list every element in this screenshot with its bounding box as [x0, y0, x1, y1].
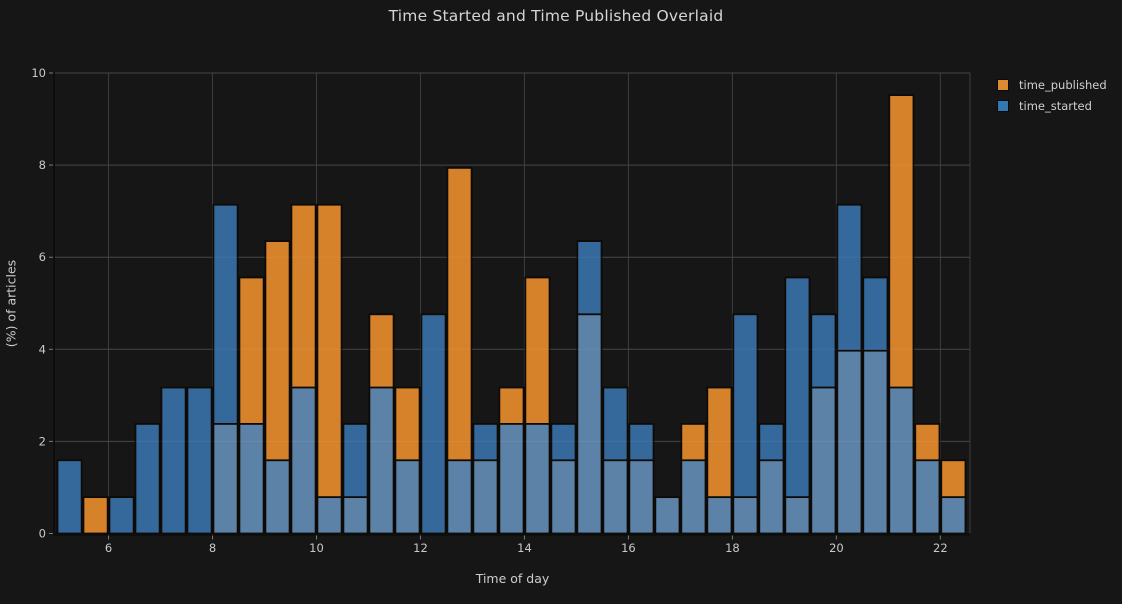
bar-overlap [810, 386, 837, 535]
legend-item-time-started: time_started [997, 99, 1107, 113]
bar-overlap [706, 496, 733, 535]
y-axis-label: (%) of articles [3, 259, 19, 348]
bar-time-started [134, 423, 161, 535]
bar-overlap [576, 313, 603, 535]
bar-time-started [108, 496, 135, 535]
bar-time-started [420, 313, 447, 535]
bar-time-started [186, 386, 213, 535]
chart-title: Time Started and Time Published Overlaid [388, 7, 724, 25]
bar-overlap [758, 459, 785, 535]
bar-overlap [394, 459, 421, 535]
y-tick-label: 6 [39, 250, 46, 264]
bar-overlap [316, 496, 343, 535]
bar-overlap [914, 459, 941, 535]
bar-overlap [368, 386, 395, 535]
bar-overlap [550, 459, 577, 535]
x-tick-label: 10 [309, 541, 324, 555]
bar-time-published [316, 203, 343, 535]
bar-overlap [888, 386, 915, 535]
x-tick-label: 22 [933, 541, 948, 555]
x-tick-label: 12 [413, 541, 428, 555]
bar-time-started [784, 276, 811, 535]
bar-overlap [602, 459, 629, 535]
y-tick-label: 10 [31, 66, 46, 80]
bar-overlap [212, 423, 239, 535]
bar-overlap [446, 459, 473, 535]
x-tick-label: 18 [725, 541, 740, 555]
bar-time-started [56, 459, 83, 535]
y-tick-label: 4 [39, 342, 46, 356]
x-tick-label: 20 [829, 541, 844, 555]
x-tick-label: 14 [517, 541, 532, 555]
bar-overlap [836, 349, 863, 535]
legend: time_published time_started [997, 78, 1107, 113]
bar-overlap [264, 459, 291, 535]
bar-overlap [290, 386, 317, 535]
legend-label-started: time_started [1019, 99, 1092, 113]
bar-overlap [680, 459, 707, 535]
x-tick-label: 8 [209, 541, 216, 555]
y-tick-label: 2 [39, 434, 46, 448]
legend-item-time-published: time_published [997, 78, 1107, 92]
x-tick-label: 16 [621, 541, 636, 555]
x-axis-label: Time of day [475, 571, 550, 586]
bar-overlap [472, 459, 499, 535]
bar-overlap [732, 496, 759, 535]
bar-overlap [654, 496, 681, 535]
bar-overlap [940, 496, 967, 535]
bar-time-published [82, 496, 109, 535]
legend-label-published: time_published [1019, 78, 1107, 92]
bar-overlap [862, 349, 889, 535]
legend-swatch-started [997, 100, 1009, 112]
y-tick-label: 0 [39, 527, 46, 541]
bar-overlap [498, 423, 525, 535]
bar-overlap [628, 459, 655, 535]
bar-overlap [784, 496, 811, 535]
legend-swatch-published [997, 79, 1009, 91]
bar-overlap [238, 423, 265, 535]
y-tick-label: 8 [39, 158, 46, 172]
x-tick-label: 6 [105, 541, 112, 555]
bar-overlap [342, 496, 369, 535]
bar-overlap [524, 423, 551, 535]
bar-time-started [160, 386, 187, 535]
